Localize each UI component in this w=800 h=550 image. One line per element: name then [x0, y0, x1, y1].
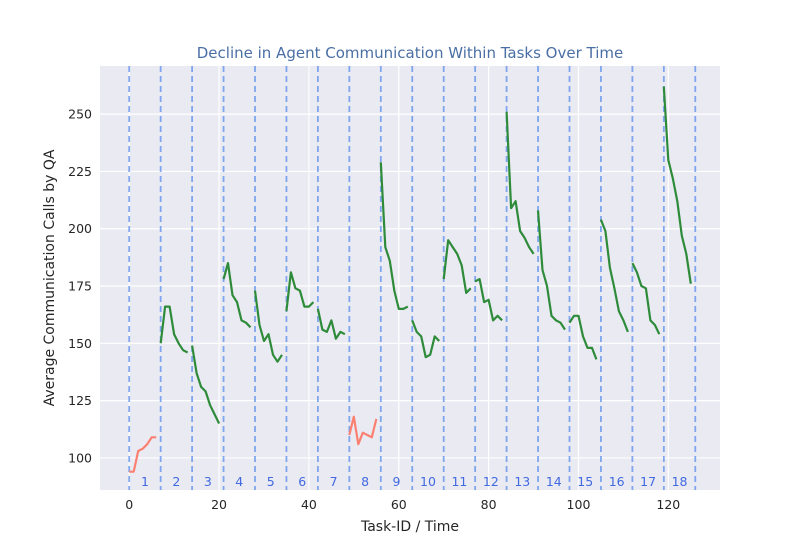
x-tick-label: 80 — [481, 497, 497, 512]
series-lines — [129, 86, 692, 473]
x-tick-label: 0 — [125, 497, 133, 512]
task-label: 2 — [172, 474, 180, 489]
task-label: 1 — [141, 474, 149, 489]
grid — [100, 66, 720, 490]
series-line-task-13 — [505, 111, 535, 255]
y-ticks: 100 125 150 175 200 225 250 — [68, 107, 92, 466]
task-label: 6 — [298, 474, 306, 489]
y-axis-label: Average Communication Calls by QA — [42, 149, 58, 406]
task-label: 11 — [451, 474, 467, 489]
chart-title: Decline in Agent Communication Within Ta… — [197, 44, 623, 62]
task-label: 15 — [577, 474, 593, 489]
task-boundaries — [128, 66, 697, 490]
series-line-task-18 — [662, 86, 692, 284]
y-tick-label: 200 — [68, 221, 92, 236]
series-line-task-14 — [536, 210, 566, 331]
series-line-task-16 — [599, 219, 629, 333]
task-label: 5 — [267, 474, 275, 489]
y-tick-label: 150 — [68, 336, 92, 351]
task-label: 16 — [609, 474, 625, 489]
task-label: 9 — [393, 474, 401, 489]
series-line-task-5 — [253, 290, 283, 363]
task-label: 10 — [420, 474, 436, 489]
task-label: 4 — [235, 474, 243, 489]
task-label: 3 — [204, 474, 212, 489]
x-axis-label: Task-ID / Time — [360, 519, 459, 535]
task-label: 13 — [514, 474, 530, 489]
series-line-task-2 — [159, 305, 189, 354]
y-tick-label: 125 — [68, 393, 92, 408]
series-line-task-1 — [129, 436, 157, 473]
series-line-task-9 — [379, 162, 409, 310]
x-tick-label: 60 — [391, 497, 407, 512]
series-line-task-3 — [191, 345, 221, 424]
series-line-task-17 — [631, 262, 661, 335]
series-line-task-6 — [285, 271, 315, 312]
series-line-task-10 — [411, 319, 440, 359]
task-label: 14 — [546, 474, 562, 489]
x-tick-label: 20 — [211, 497, 227, 512]
task-label: 17 — [640, 474, 656, 489]
series-line-task-11 — [442, 239, 472, 294]
series-line-task-4 — [222, 262, 252, 329]
task-label: 7 — [330, 474, 338, 489]
series-line-task-15 — [568, 314, 598, 360]
task-label: 8 — [361, 474, 369, 489]
series-line-task-7 — [316, 308, 346, 340]
series-line-task-12 — [474, 278, 503, 322]
y-tick-label: 100 — [68, 450, 92, 465]
y-tick-label: 175 — [68, 279, 92, 294]
plot-area — [100, 66, 720, 490]
task-labels: 1 2 3 4 5 6 7 8 9 10 11 12 13 14 15 16 17 18 — [141, 474, 688, 489]
x-tick-label: 40 — [301, 497, 317, 512]
y-tick-label: 225 — [68, 164, 92, 179]
x-tick-label: 120 — [656, 497, 680, 512]
task-label: 12 — [483, 474, 499, 489]
series-line-task-8 — [348, 415, 378, 446]
task-label: 18 — [672, 474, 688, 489]
x-ticks: 0 20 40 60 80 100 120 — [125, 497, 680, 512]
x-tick-label: 100 — [567, 497, 591, 512]
y-tick-label: 250 — [68, 107, 92, 122]
